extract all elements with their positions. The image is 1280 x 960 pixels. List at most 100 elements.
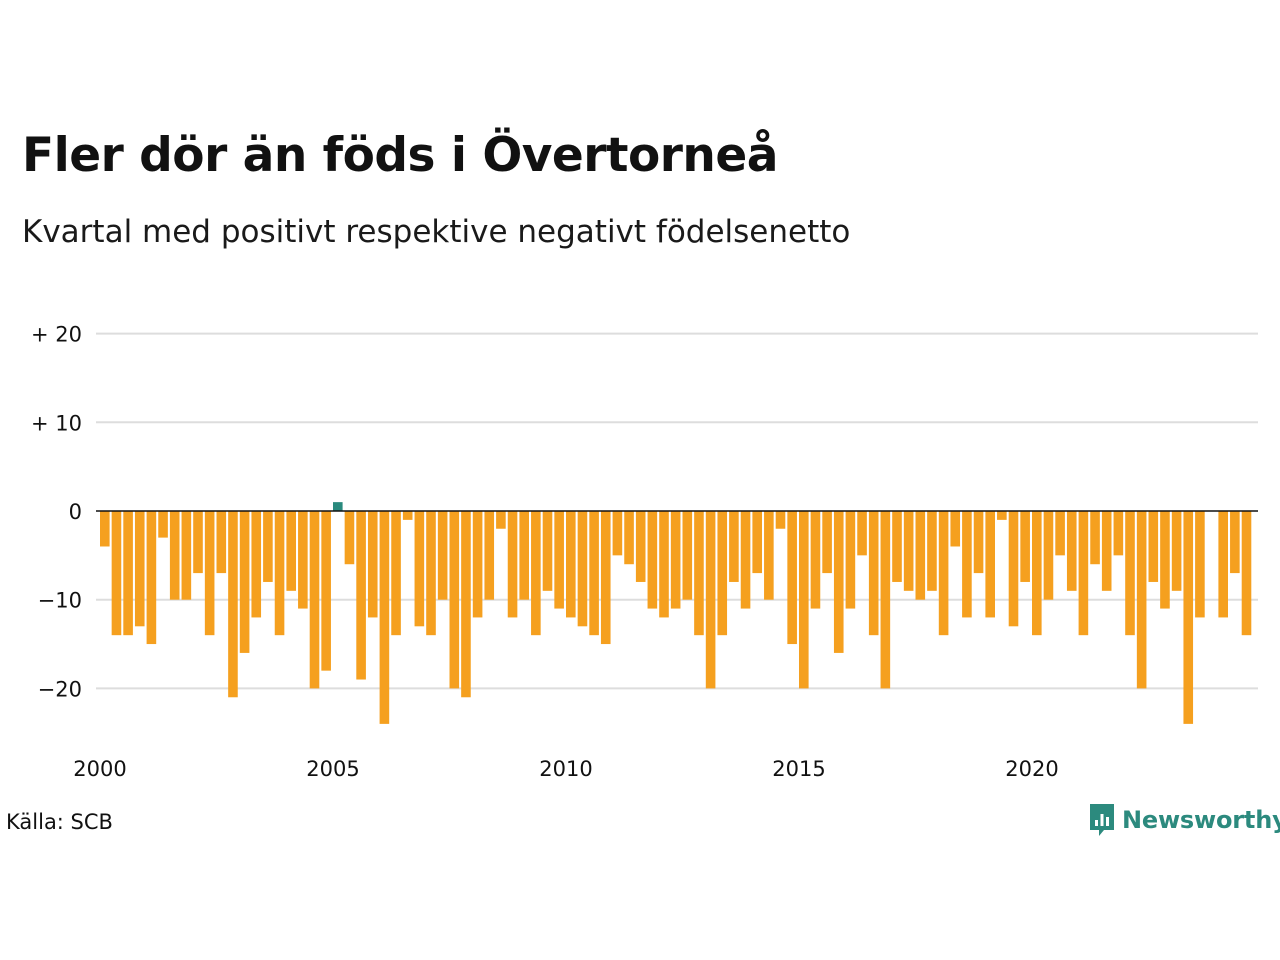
bar — [356, 511, 366, 680]
x-tick-label: 2020 — [1005, 757, 1058, 781]
bar — [833, 511, 844, 653]
bar — [1101, 511, 1112, 591]
bar — [554, 511, 564, 609]
bar — [379, 511, 390, 724]
bar — [146, 511, 157, 645]
brand-name: Newsworthy — [1122, 806, 1280, 834]
bar — [612, 511, 623, 556]
bar — [193, 511, 203, 574]
bar — [962, 511, 972, 618]
bar — [997, 511, 1007, 520]
bar-chart: + 20 + 10 0 −10 −20 2000 2005 2010 2015 2020 — [31, 323, 1258, 781]
bar — [484, 511, 495, 600]
bar — [915, 511, 926, 600]
bar — [1160, 511, 1170, 609]
x-tick-label: 2015 — [772, 757, 825, 781]
bar — [437, 511, 448, 600]
bar — [321, 511, 331, 671]
bar — [880, 511, 891, 689]
bar — [181, 511, 192, 600]
bar — [682, 511, 693, 600]
axes: + 20 + 10 0 −10 −20 2000 2005 2010 2015 2020 — [31, 323, 1258, 781]
x-tick-label: 2010 — [539, 757, 592, 781]
bar — [1125, 511, 1135, 636]
bar — [1078, 511, 1089, 636]
bar — [577, 511, 588, 627]
y-tick-label: + 10 — [31, 411, 82, 435]
bar — [216, 511, 227, 574]
bar — [1066, 511, 1077, 591]
bar — [507, 511, 518, 618]
bar — [985, 511, 995, 618]
bar — [426, 511, 436, 636]
source-note: Källa: SCB — [6, 810, 113, 834]
y-tick-label: −10 — [38, 589, 82, 613]
bar — [134, 511, 145, 627]
bar — [787, 511, 797, 645]
bar — [542, 511, 553, 591]
bar — [461, 511, 471, 698]
bar — [472, 511, 483, 618]
bar — [169, 511, 180, 600]
bar — [1032, 511, 1042, 636]
bar — [659, 511, 669, 618]
bar — [1043, 511, 1054, 600]
x-tick-label: 2005 — [306, 757, 359, 781]
bar — [286, 511, 296, 591]
bar — [600, 511, 611, 645]
bar — [938, 511, 949, 636]
bar — [309, 511, 320, 689]
bars — [100, 502, 1252, 724]
bar — [1148, 511, 1159, 582]
bar — [892, 511, 902, 582]
bar — [402, 511, 413, 520]
bar — [414, 511, 425, 627]
bar — [298, 511, 308, 609]
bar — [694, 511, 704, 636]
bar — [822, 511, 832, 574]
bar — [1241, 511, 1252, 636]
y-tick-label: 0 — [69, 500, 82, 524]
bar — [100, 511, 110, 547]
bar — [344, 511, 355, 565]
bar — [927, 511, 937, 591]
bar — [519, 511, 529, 600]
newsworthy-logo-icon — [1090, 804, 1114, 836]
bar — [589, 511, 599, 636]
bar — [857, 511, 867, 556]
bar — [1136, 511, 1147, 689]
bar — [950, 511, 961, 547]
bar — [1020, 511, 1030, 582]
bar — [1230, 511, 1240, 574]
bar — [973, 511, 984, 574]
bar — [228, 511, 238, 698]
x-tick-label: 2000 — [73, 757, 126, 781]
bar — [566, 511, 576, 618]
bar — [799, 511, 809, 689]
bar — [1171, 511, 1182, 591]
bar — [647, 511, 658, 609]
bar — [740, 511, 751, 609]
chart-subtitle: Kvartal med positivt respektive negativt… — [22, 214, 851, 250]
bar — [391, 511, 401, 636]
bar — [263, 511, 273, 582]
bar — [717, 511, 728, 636]
bar — [158, 511, 168, 538]
bar — [1055, 511, 1065, 556]
bar — [670, 511, 681, 609]
bar — [1195, 511, 1205, 618]
bar — [531, 511, 541, 636]
bar — [810, 511, 821, 609]
y-tick-label: −20 — [38, 677, 82, 701]
bar — [903, 511, 914, 591]
bar — [251, 511, 262, 618]
bar — [496, 511, 506, 529]
bar — [123, 511, 133, 636]
newsworthy-logo: Newsworthy — [1088, 802, 1280, 838]
bar — [752, 511, 762, 574]
bar — [1008, 511, 1019, 627]
bar — [274, 511, 285, 636]
bar — [635, 511, 646, 582]
y-tick-label: + 20 — [31, 323, 82, 347]
bar — [1183, 511, 1194, 724]
